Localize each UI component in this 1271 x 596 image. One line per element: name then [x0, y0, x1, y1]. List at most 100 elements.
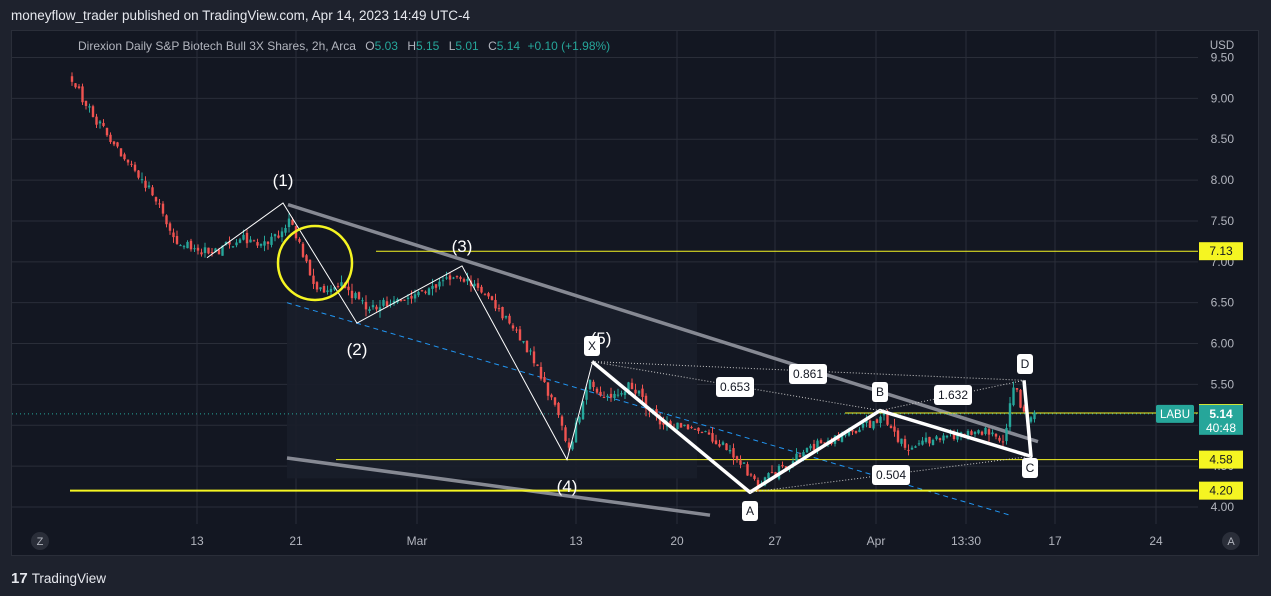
candle-body — [273, 234, 277, 237]
price-tick: 8.50 — [1211, 132, 1235, 146]
candle-body — [308, 259, 312, 276]
candle-body — [595, 388, 599, 393]
candle-body — [781, 464, 784, 467]
price-tick: 9.50 — [1211, 51, 1235, 65]
candle-body — [732, 448, 735, 458]
candle-body — [186, 241, 189, 249]
candle-body — [459, 277, 462, 279]
candle-body — [987, 429, 991, 435]
candle-body — [420, 290, 424, 292]
candle-body — [245, 232, 249, 244]
candle-body — [683, 424, 686, 427]
candle-body — [74, 83, 77, 88]
candle-body — [462, 279, 466, 282]
candle-body — [914, 446, 917, 448]
candle-body — [851, 430, 854, 432]
candle-body — [179, 245, 182, 247]
candle-body — [714, 440, 718, 445]
candle-body — [602, 397, 606, 399]
candle-body — [168, 223, 172, 231]
current-price-tag-bg — [1199, 404, 1243, 435]
time-tick: 21 — [289, 534, 303, 548]
price-tag-4-58: 4.58 — [1209, 453, 1233, 467]
candle-body — [77, 86, 81, 89]
point-label-c: C — [1026, 461, 1035, 475]
candle-body — [868, 420, 872, 428]
candle-body — [361, 300, 364, 302]
candle-body — [438, 281, 441, 287]
candle-body — [256, 242, 259, 246]
candle-body — [70, 76, 74, 82]
wave-label-1: (1) — [273, 171, 294, 190]
candle-body — [585, 390, 588, 400]
candle-body — [676, 422, 679, 430]
candle-body — [123, 154, 126, 160]
time-tick: 13 — [569, 534, 583, 548]
candle-body — [445, 277, 448, 279]
candle-body — [907, 449, 910, 451]
candle-body — [609, 393, 613, 398]
time-axis[interactable]: 13 21 Mar 13 20 27 Apr 13:30 17 24 Z A — [31, 532, 1240, 550]
candle-body — [189, 240, 193, 250]
candle-body — [291, 219, 294, 225]
candle-body — [147, 185, 151, 188]
candle-body — [1033, 412, 1036, 420]
candle-body — [809, 445, 812, 449]
candles — [70, 72, 1036, 492]
candle-body — [140, 179, 144, 181]
high-label: H — [407, 39, 416, 53]
candle-body — [385, 301, 389, 307]
candle-body — [791, 461, 795, 465]
zoom-button: Z — [37, 536, 44, 548]
candle-body — [452, 277, 455, 279]
candle-body — [616, 394, 620, 396]
candle-body — [259, 243, 263, 246]
ratio-line-bd — [879, 379, 1025, 412]
candle-body — [137, 170, 140, 178]
candle-body — [119, 148, 123, 157]
candle-body — [473, 283, 476, 287]
candle-body — [567, 442, 571, 448]
candle-body — [592, 381, 595, 388]
candle-body — [84, 100, 88, 106]
candle-body — [798, 455, 802, 457]
candle-body — [630, 382, 634, 390]
candle-body — [994, 433, 998, 437]
candle-body — [154, 197, 158, 202]
candle-body — [644, 395, 648, 409]
tradingview-logo[interactable]: 17 TradingView — [11, 570, 106, 587]
candle-body — [511, 325, 515, 329]
price-tag-4-20: 4.20 — [1209, 484, 1233, 498]
point-label-d: D — [1021, 357, 1030, 371]
low-label: L — [448, 39, 456, 53]
candle-body — [466, 279, 469, 282]
candle-body — [508, 315, 511, 324]
candle-body — [266, 241, 270, 244]
candle-body — [483, 294, 487, 296]
candle-body — [634, 389, 637, 394]
candle-body — [238, 239, 242, 243]
currency-label: USD — [1210, 40, 1234, 52]
candle-body — [991, 432, 994, 435]
candle-body — [525, 340, 529, 353]
candle-body — [746, 464, 749, 476]
candle-body — [753, 475, 756, 479]
candle-body — [504, 315, 508, 318]
candle-body — [581, 401, 585, 420]
symbol-tag: LABU — [1160, 409, 1190, 421]
candle-body — [403, 299, 406, 301]
candle-body — [515, 329, 518, 331]
footer-bar — [0, 562, 1271, 596]
price-tag-bg — [1199, 481, 1243, 500]
candle-body — [329, 288, 333, 292]
candle-body — [578, 417, 581, 423]
ratio-label: 0.653 — [720, 380, 750, 394]
candle-body — [252, 240, 256, 242]
candle-body — [368, 309, 371, 312]
price-axis[interactable]: USD4.004.505.005.506.006.507.007.508.008… — [1156, 40, 1243, 514]
candle-body — [928, 436, 931, 444]
candle-body — [175, 236, 179, 244]
candle-body — [956, 434, 959, 440]
